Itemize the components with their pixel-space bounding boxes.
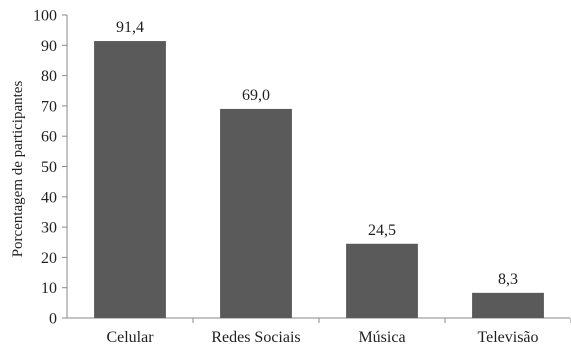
bar-televis-o — [472, 292, 544, 318]
value-label: 69,0 — [242, 87, 270, 104]
y-tick-label: 80 — [41, 68, 57, 85]
bar-redes-sociais — [220, 108, 292, 319]
bars — [94, 41, 544, 319]
y-tick-label: 20 — [41, 250, 57, 267]
category-label: Televisão — [477, 329, 538, 346]
bar-celular — [94, 41, 166, 319]
y-tick-label: 70 — [41, 98, 57, 115]
y-tick-label: 100 — [33, 8, 57, 25]
category-label: Redes Sociais — [211, 329, 300, 346]
value-labels: 91,4 69,0 24,5 8,3 — [116, 19, 518, 288]
value-label: 91,4 — [116, 19, 144, 36]
value-label: 24,5 — [368, 222, 396, 239]
category-labels: Celular Redes Sociais Música Televisão — [106, 329, 538, 346]
y-axis-title: Porcentagem de participantes — [10, 81, 26, 258]
value-label: 8,3 — [498, 271, 518, 288]
bar-m-sica — [346, 243, 418, 318]
y-tick-label: 60 — [41, 129, 57, 146]
category-label: Celular — [106, 329, 154, 346]
category-label: Música — [358, 329, 405, 346]
y-tick-label: 90 — [41, 38, 57, 55]
y-tick-label: 40 — [41, 189, 57, 206]
y-axis-ticks: 0 10 20 30 40 50 60 70 80 90 100 — [33, 8, 67, 328]
y-tick-label: 50 — [41, 159, 57, 176]
y-tick-label: 10 — [41, 280, 57, 297]
y-tick-label: 30 — [41, 220, 57, 237]
y-tick-label: 0 — [49, 311, 57, 328]
